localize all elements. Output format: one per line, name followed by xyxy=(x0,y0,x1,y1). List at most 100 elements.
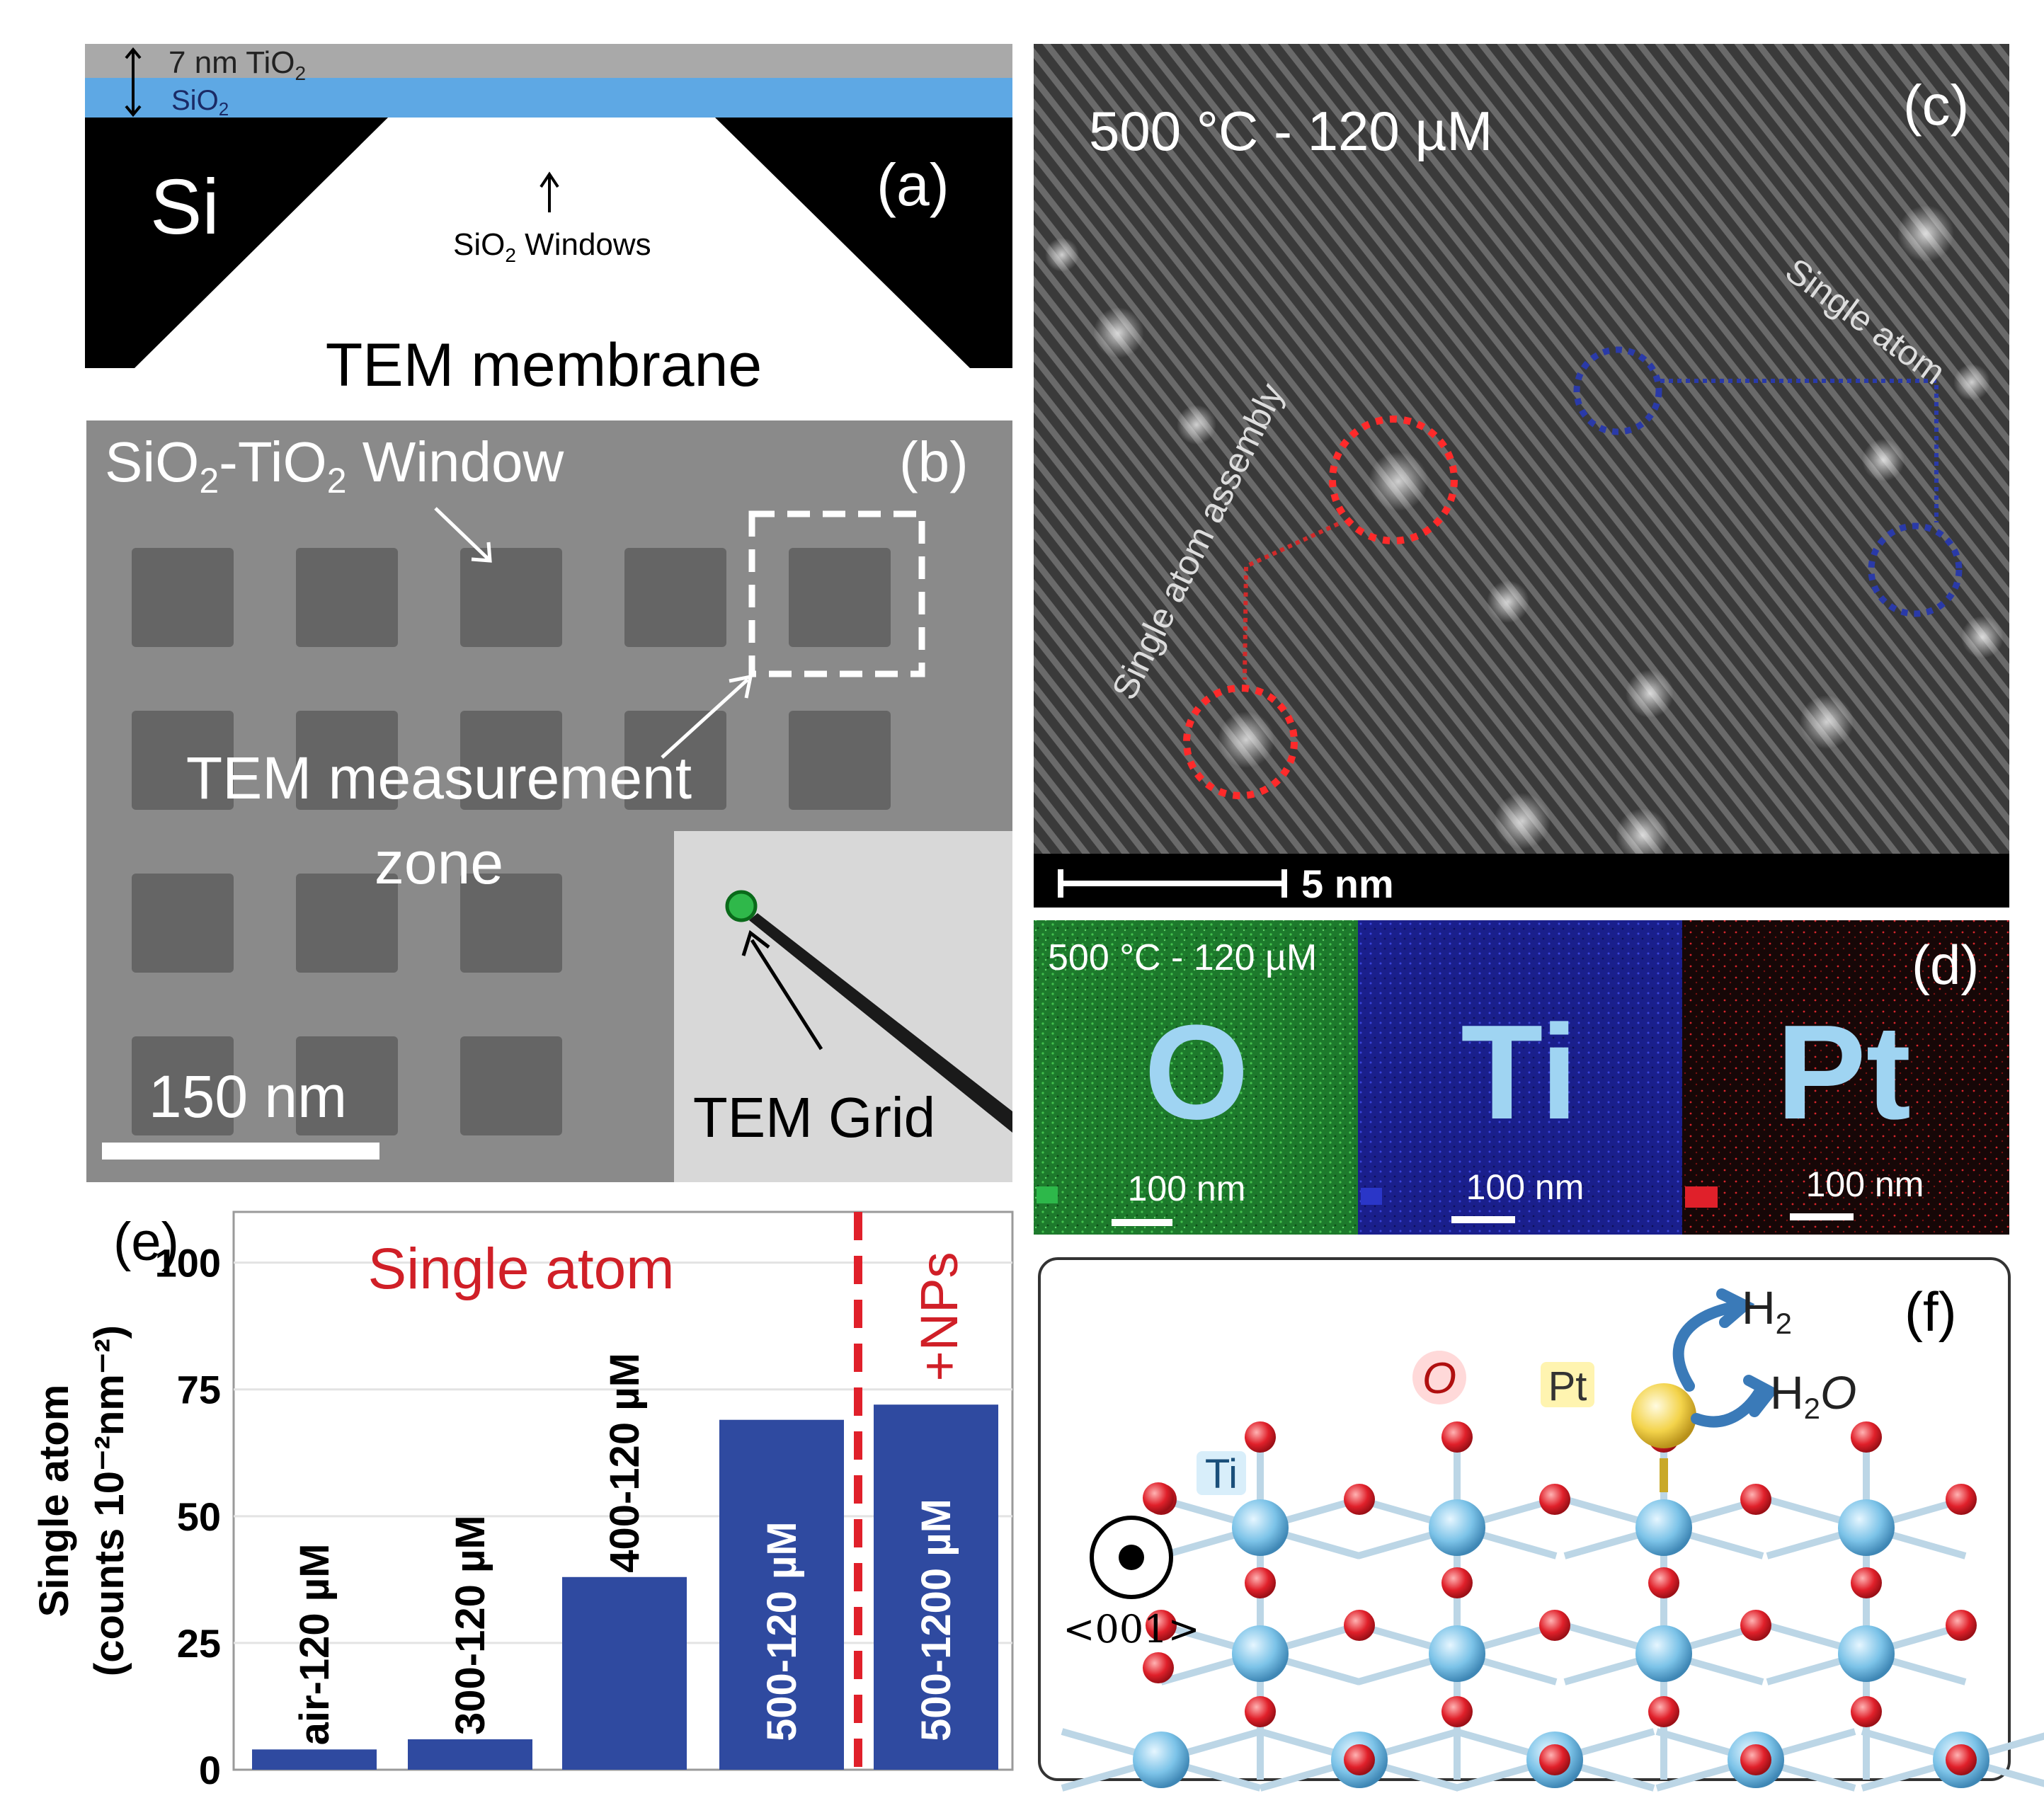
sio2-window xyxy=(624,711,726,810)
bars xyxy=(252,1404,998,1770)
map-o-element: O xyxy=(1144,997,1249,1147)
tem-grid-dot xyxy=(725,890,758,922)
ti-atom xyxy=(1635,1499,1692,1556)
sio2-window xyxy=(132,874,234,973)
o-atom xyxy=(1740,1610,1771,1641)
sio2-window xyxy=(460,548,562,647)
zone-label-line1: TEM measurement xyxy=(186,745,692,811)
o-atom xyxy=(1146,1610,1177,1641)
panel-e: 0 25 50 75 100 air-120 µM 300-120 µM 400-120 µ… xyxy=(31,1210,1014,1792)
map-o-bg xyxy=(1034,920,1358,1235)
pt-legend-label: Pt xyxy=(1548,1363,1587,1409)
o-atom xyxy=(1851,1567,1882,1598)
sem-scale-bar xyxy=(102,1143,379,1160)
single-connector xyxy=(1660,379,1939,522)
bar-labels: air-120 µM 300-120 µM 400-120 µM 500-120 µM… xyxy=(292,1353,959,1745)
ti-label-highlight xyxy=(1197,1451,1246,1495)
si-substrate-right xyxy=(715,118,1012,368)
map-pt-scale: 100 nm xyxy=(1806,1164,1924,1204)
o-atom xyxy=(1245,1696,1276,1727)
bar-category-label: 400-120 µM xyxy=(602,1353,648,1573)
si-label: Si xyxy=(150,164,219,251)
sio2-window xyxy=(132,1036,234,1135)
ti-atom xyxy=(1838,1625,1895,1682)
o-atom xyxy=(1344,1484,1375,1515)
o-atom xyxy=(1946,1610,1977,1641)
y-axis-label-line1: Single atom xyxy=(31,1385,77,1618)
membrane-caption: TEM membrane xyxy=(326,331,763,399)
thickness-arrow-icon xyxy=(125,47,142,118)
tio2-lattice xyxy=(1061,1421,2044,1792)
direction-dot-icon xyxy=(1119,1545,1144,1570)
y-tick-label: 25 xyxy=(177,1621,221,1666)
panel-e-letter: (e) xyxy=(113,1212,179,1272)
si-substrate-left xyxy=(85,118,388,368)
hrtem-image xyxy=(1034,44,2009,908)
sio2-layer xyxy=(85,78,1012,118)
o-atom xyxy=(1740,1484,1771,1515)
bar-category-label: air-120 µM xyxy=(292,1543,338,1745)
o-atom xyxy=(1740,1744,1771,1775)
panel-f: H2 H2O O Pt Ti (f) <001> xyxy=(1038,1257,2044,1792)
bar xyxy=(874,1404,998,1770)
assembly-circle-top xyxy=(1329,416,1458,544)
ti-atom xyxy=(1232,1625,1289,1682)
bar xyxy=(408,1739,532,1770)
y-tick-label: 75 xyxy=(177,1368,221,1412)
y-tick-labels: 0 25 50 75 100 xyxy=(155,1241,221,1792)
map-ti-legend-chip xyxy=(1361,1188,1382,1205)
o-atom xyxy=(1539,1484,1570,1515)
sem-scale-label: 150 nm xyxy=(149,1063,347,1130)
map-pt-element: Pt xyxy=(1776,997,1911,1147)
panel-d-letter: (d) xyxy=(1912,934,1979,996)
bar xyxy=(719,1419,844,1770)
tio2-label: 7 nm TiO2 xyxy=(169,45,306,84)
panel-b-letter: (b) xyxy=(899,430,969,493)
bar-category-label: 300-120 µM xyxy=(447,1515,493,1735)
window-title: SiO2-TiO2 Window xyxy=(105,430,564,500)
o-atom xyxy=(1245,1421,1276,1453)
zone-pointer-icon xyxy=(661,674,753,759)
y-tick-label: 0 xyxy=(199,1748,221,1792)
o-atom xyxy=(1441,1696,1473,1727)
o-atom xyxy=(1946,1484,1977,1515)
pt-label-highlight xyxy=(1541,1362,1594,1407)
o-atom xyxy=(1441,1567,1473,1598)
sio2-window xyxy=(296,874,398,973)
ti-atom xyxy=(1635,1625,1692,1682)
sio2-window xyxy=(460,874,562,973)
o-atom xyxy=(1648,1696,1679,1727)
o-label-glow xyxy=(1412,1351,1466,1404)
single-atom-group-label: Single atom xyxy=(367,1237,674,1301)
sio2-label: SiO2 xyxy=(171,85,229,120)
o-atom xyxy=(1648,1567,1679,1598)
bar xyxy=(562,1576,687,1770)
zone-label-line2: zone xyxy=(375,830,503,896)
hrtem-scale-label: 5 nm xyxy=(1301,862,1394,906)
map-ti-scalebar xyxy=(1451,1216,1515,1223)
hrtem-condition: 500 °C - 120 µM xyxy=(1089,100,1492,162)
panel-a: 7 nm TiO2 SiO2 Si (a) SiO2 Windows TEM m… xyxy=(85,44,1012,399)
panel-f-letter: (f) xyxy=(1905,1281,1957,1343)
tio2-layer xyxy=(85,44,1012,78)
sio2-window xyxy=(132,711,234,810)
ti-atom xyxy=(1838,1499,1895,1556)
pt-atom xyxy=(1631,1383,1696,1448)
windows-label: SiO2 Windows xyxy=(453,227,651,266)
y-tick-label: 100 xyxy=(155,1241,221,1286)
ti-legend-label: Ti xyxy=(1205,1451,1238,1497)
sio2-window xyxy=(132,548,234,647)
ti-atom xyxy=(1133,1732,1189,1788)
ti-atom xyxy=(1232,1499,1289,1556)
h2-evolution-arrow-icon xyxy=(1672,1288,1755,1392)
window-arrow-icon xyxy=(539,171,559,212)
sio2-window xyxy=(460,1036,562,1135)
window-pointer-icon xyxy=(434,507,492,563)
panel-d: 500 °C - 120 µM (d) O Ti Pt 100 nm 100 n… xyxy=(1034,920,2009,1235)
eds-condition: 500 °C - 120 µM xyxy=(1048,937,1317,978)
y-tick-label: 50 xyxy=(177,1494,221,1539)
map-pt-legend-chip xyxy=(1685,1186,1718,1208)
panel-a-letter: (a) xyxy=(877,151,949,218)
panel-c: 500 °C - 120 µM (c) Single atom assembly… xyxy=(1034,44,2009,908)
